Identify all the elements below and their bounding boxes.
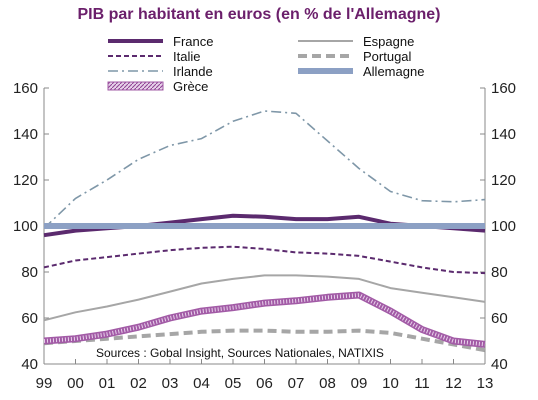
- y-tick-label-left: 140: [13, 126, 38, 143]
- ticks: 40 40 60 60 80 80 100 100 120 120 140 140 160 160 99 00…: [13, 80, 516, 392]
- series-line-italie: [43, 245, 486, 275]
- series-line-espagne: [43, 274, 486, 322]
- legend-label-allemagne: Allemagne: [363, 64, 424, 79]
- x-tick-label: 10: [382, 375, 399, 392]
- legend-label-espagne: Espagne: [363, 34, 414, 49]
- series-line-irlande: [43, 110, 486, 229]
- y-tick-label-right: 140: [491, 126, 516, 143]
- legend: France Espagne Italie Portugal Irlande Allema…: [107, 34, 424, 94]
- y-tick-label-left: 40: [21, 356, 38, 373]
- legend-label-grece: Grèce: [173, 79, 208, 94]
- x-tick-label: 99: [36, 375, 53, 392]
- x-tick-label: 13: [477, 375, 494, 392]
- legend-label-irlande: Irlande: [173, 64, 213, 79]
- series-line-grece: [43, 293, 486, 347]
- x-tick-label: 00: [67, 375, 84, 392]
- x-tick-label: 03: [162, 375, 179, 392]
- y-tick-label-right: 60: [491, 310, 508, 327]
- y-tick-label-right: 80: [491, 264, 508, 281]
- y-tick-label-right: 120: [491, 172, 516, 189]
- legend-label-portugal: Portugal: [363, 49, 412, 64]
- y-tick-label-right: 160: [491, 80, 516, 97]
- x-tick-label: 01: [99, 375, 116, 392]
- y-tick-label-left: 120: [13, 172, 38, 189]
- source-note: Sources : Gobal Insight, Sources Nationa…: [96, 346, 384, 360]
- series-line-grece-outline: [43, 291, 486, 348]
- legend-label-france: France: [173, 34, 213, 49]
- x-tick-label: 12: [445, 375, 462, 392]
- y-tick-label-left: 160: [13, 80, 38, 97]
- y-tick-label-right: 40: [491, 356, 508, 373]
- x-tick-label: 09: [351, 375, 368, 392]
- y-tick-label-left: 60: [21, 310, 38, 327]
- y-tick-label-right: 100: [491, 218, 516, 235]
- x-tick-label: 05: [225, 375, 242, 392]
- series-lines: [43, 110, 486, 353]
- x-tick-label: 08: [319, 375, 336, 392]
- y-tick-label-left: 100: [13, 218, 38, 235]
- legend-label-italie: Italie: [173, 49, 200, 64]
- x-tick-label: 11: [414, 375, 430, 392]
- legend-swatch-grece: [107, 81, 164, 91]
- y-tick-label-left: 80: [21, 264, 38, 281]
- x-tick-label: 04: [193, 375, 210, 392]
- x-tick-label: 06: [256, 375, 273, 392]
- x-tick-label: 07: [288, 375, 305, 392]
- series-line-portugal: [43, 328, 486, 353]
- chart-title: PIB par habitant en euros (en % de l'All…: [78, 6, 441, 23]
- x-tick-label: 02: [130, 375, 147, 392]
